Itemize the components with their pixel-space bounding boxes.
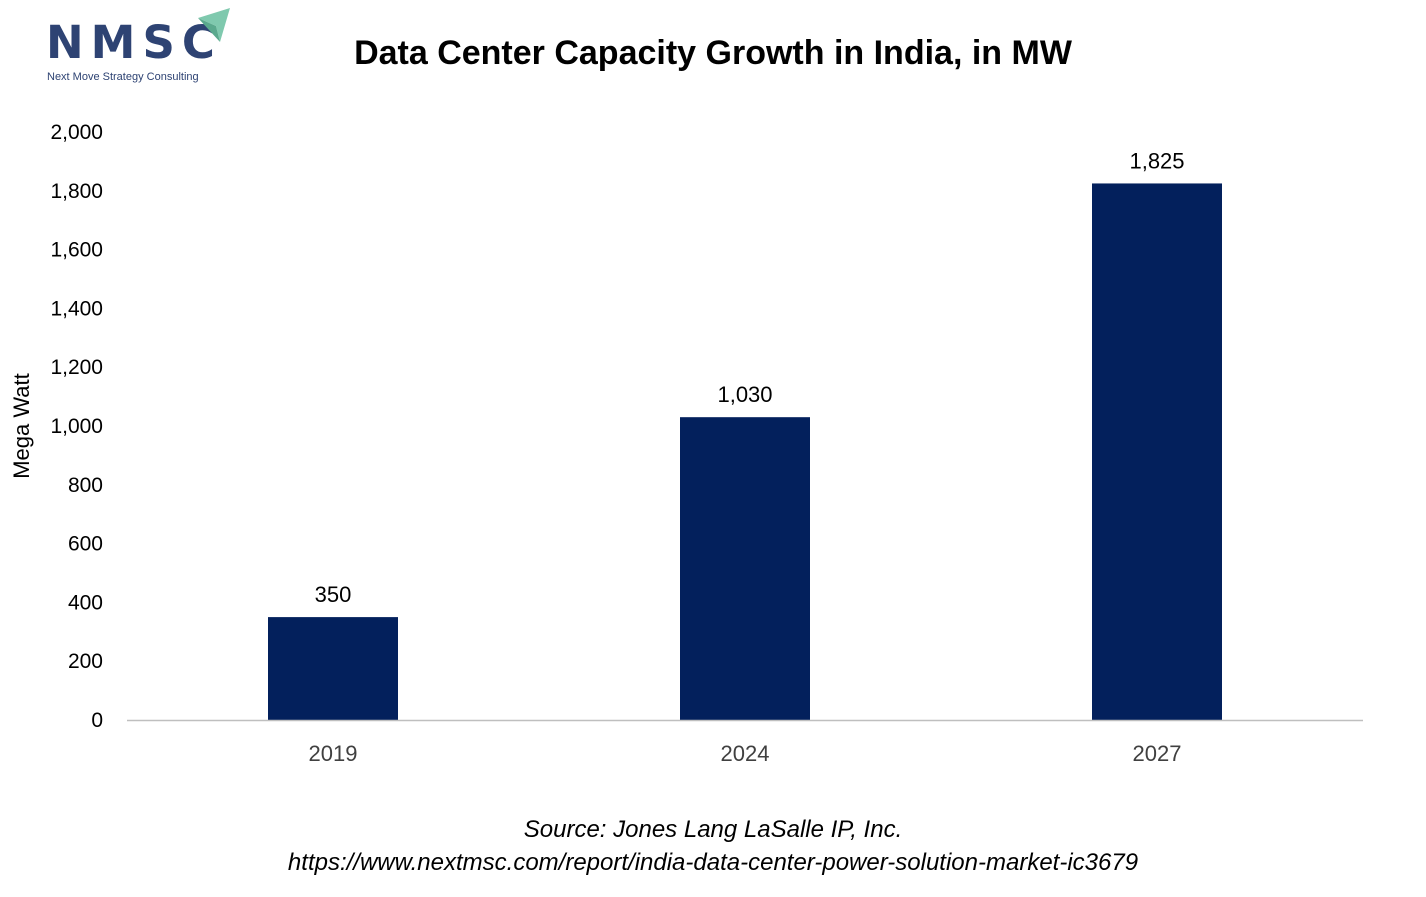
y-tick-label: 1,400 [50, 297, 103, 320]
y-tick-label: 0 [91, 709, 103, 732]
paper-plane-icon [198, 8, 230, 42]
data-labels: 350 1,030 1,825 [315, 148, 1185, 607]
y-tick-label: 1,600 [50, 239, 103, 262]
logo-tagline: Next Move Strategy Consulting [47, 71, 199, 83]
data-label-2024: 1,030 [717, 382, 772, 407]
y-tick-label: 1,200 [50, 356, 103, 379]
y-tick-label: 1,800 [50, 180, 103, 203]
chart-title: Data Center Capacity Growth in India, in… [354, 34, 1072, 72]
x-tick-label: 2019 [309, 741, 358, 766]
y-tick-label: 1,000 [50, 415, 103, 438]
bar-2024 [680, 417, 810, 720]
source-text: Source: Jones Lang LaSalle IP, Inc. [523, 816, 903, 843]
x-axis-labels: 2019 2024 2027 [309, 741, 1182, 766]
data-label-2019: 350 [315, 582, 352, 607]
logo-text: NMSC [46, 16, 222, 69]
y-tick-label: 400 [68, 591, 103, 614]
y-axis-ticks: 0 200 400 600 800 1,000 1,200 1,400 1,600 1,800 2,… [50, 121, 103, 732]
y-tick-label: 200 [68, 650, 103, 673]
bar-2019 [268, 617, 398, 720]
y-tick-label: 600 [68, 533, 103, 556]
source-url: https://www.nextmsc.com/report/india-dat… [287, 849, 1139, 876]
y-tick-label: 2,000 [50, 121, 103, 144]
y-axis-title: Mega Watt [9, 373, 34, 479]
nmsc-logo: NMSC Next Move Strategy Consulting [44, 6, 244, 88]
bar-2027 [1092, 183, 1222, 720]
y-tick-label: 800 [68, 474, 103, 497]
bars [268, 183, 1222, 720]
x-tick-label: 2027 [1133, 741, 1182, 766]
data-label-2027: 1,825 [1129, 148, 1184, 173]
x-tick-label: 2024 [721, 741, 770, 766]
